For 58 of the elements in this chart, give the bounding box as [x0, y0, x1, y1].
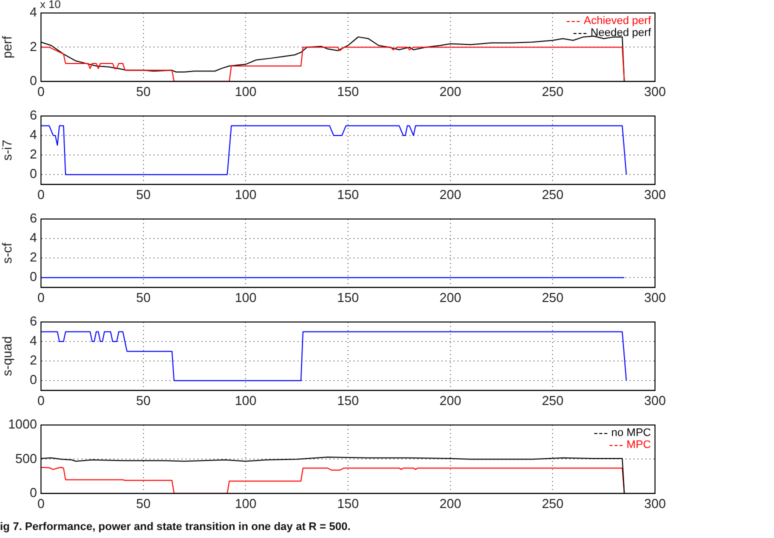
x-tick-label: 300 — [644, 186, 666, 202]
x-tick-label: 300 — [644, 84, 666, 99]
y-tick-label: 4 — [30, 4, 37, 20]
x-tick-label: 50 — [136, 84, 151, 99]
x-tick-label: 200 — [439, 290, 462, 305]
y-tick-label: 4 — [30, 127, 37, 142]
y-tick-label: 0 — [30, 269, 37, 284]
legend-label: Achieved perf — [584, 15, 652, 28]
y-tick-label: 1000 — [8, 416, 37, 432]
x-tick-label: 300 — [644, 496, 666, 511]
x-tick-label: 50 — [136, 186, 151, 202]
x-tick-label: 200 — [439, 496, 462, 511]
y-axis-title: s-cf — [0, 242, 14, 264]
legend-label: no MPC — [611, 427, 652, 440]
x-tick-label: 100 — [234, 84, 257, 99]
x-tick-label: 200 — [439, 84, 462, 99]
x-tick-label: 150 — [337, 496, 359, 511]
y-tick-label: 2 — [30, 38, 37, 54]
x-tick-label: 250 — [542, 186, 564, 202]
y-tick-label: 2 — [30, 352, 37, 368]
x-tick-label: 150 — [337, 290, 359, 305]
x-tick-label: 50 — [136, 496, 151, 511]
y-tick-label: 0 — [30, 484, 37, 500]
x-tick-label: 100 — [234, 186, 257, 202]
y-tick-label: 0 — [30, 372, 37, 388]
y-axis-title: perf — [0, 36, 14, 58]
y-axis-title: s-quad — [0, 336, 14, 376]
x-tick-label: 250 — [542, 392, 564, 408]
x-tick-label: 100 — [234, 392, 257, 408]
x-tick-label: 150 — [337, 186, 359, 202]
x-tick-label: 100 — [234, 496, 257, 511]
x-tick-label: 50 — [136, 392, 151, 408]
x-tick-label: 150 — [337, 392, 359, 408]
x-tick-label: 100 — [234, 290, 257, 305]
legend-label: Needed perf — [590, 27, 652, 40]
x-tick-label: 50 — [136, 290, 151, 305]
x-tick-label: 250 — [542, 496, 564, 511]
text: ig 7. Performance, power and state transition in one day at R = 500. — [0, 521, 351, 533]
x-tick-label: 250 — [542, 84, 564, 99]
y-tick-label: 6 — [30, 210, 37, 226]
y-axis-title: s-i7 — [0, 140, 14, 161]
y-tick-label: 0 — [30, 72, 37, 88]
x-tick-label: 200 — [439, 392, 462, 408]
y-tick-label: 6 — [30, 314, 37, 329]
x-tick-label: 300 — [644, 392, 666, 408]
text: x 10 — [40, 0, 61, 11]
y-tick-label: 6 — [30, 108, 37, 123]
y-tick-label: 2 — [30, 250, 37, 265]
legend-label: MPC — [626, 439, 652, 452]
y-tick-label: 500 — [15, 450, 37, 466]
y-tick-label: 4 — [30, 333, 37, 348]
y-tick-label: 0 — [30, 166, 37, 182]
y-tick-label: 4 — [30, 230, 37, 246]
y-tick-label: 2 — [30, 146, 37, 162]
x-tick-label: 150 — [337, 84, 359, 99]
x-tick-label: 200 — [439, 186, 462, 202]
x-tick-label: 300 — [644, 290, 666, 305]
x-tick-label: 250 — [542, 290, 564, 305]
